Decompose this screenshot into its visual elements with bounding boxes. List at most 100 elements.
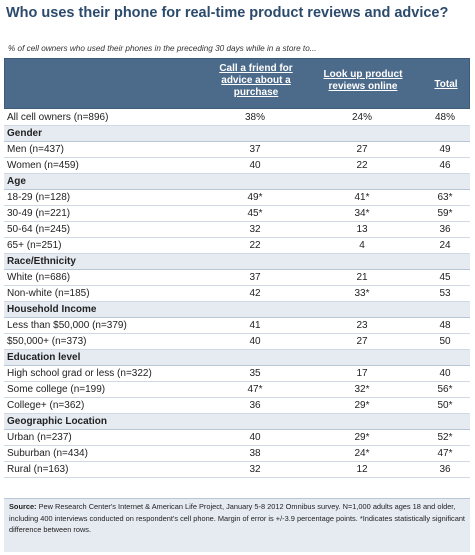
table-row: $50,000+ (n=373) 40 27 50 (4, 334, 470, 350)
cell-look-up-reviews: 4 (359, 240, 365, 251)
table-body: All cell owners (n=896) 38% 24% 48% Gender Me… (4, 110, 470, 478)
row-label: All cell owners (n=896) (7, 112, 109, 123)
cell-total: 52* (437, 432, 453, 443)
section-header-row: Age (4, 174, 470, 190)
cell-look-up-reviews: 22 (356, 160, 368, 171)
source-text: Pew Research Center's Internet & America… (9, 502, 465, 534)
table-row: Rural (n=163) 32 12 36 (4, 462, 470, 478)
row-label: 30-49 (n=221) (7, 208, 71, 219)
cell-call-friend: 47* (247, 384, 263, 395)
row-label: Rural (n=163) (7, 464, 69, 475)
cell-look-up-reviews: 29* (354, 400, 370, 411)
cell-look-up-reviews: 24% (351, 112, 372, 123)
section-label: Education level (7, 352, 81, 363)
page-title: Who uses their phone for real-time produ… (6, 5, 449, 21)
cell-total: 36 (439, 224, 451, 235)
cell-total: 49 (439, 144, 451, 155)
cell-total: 45 (439, 272, 451, 283)
cell-look-up-reviews: 23 (356, 320, 368, 331)
cell-look-up-reviews: 33* (354, 288, 370, 299)
source-note: Source: Pew Research Center's Internet &… (4, 498, 470, 552)
cell-look-up-reviews: 21 (356, 272, 368, 283)
header-call-friend: Call a friend for advice about a purchas… (219, 63, 293, 98)
cell-call-friend: 35 (249, 368, 261, 379)
table-row: White (n=686) 37 21 45 (4, 270, 470, 286)
table-subtitle: % of cell owners who used their phones i… (8, 44, 317, 53)
cell-call-friend: 37 (249, 272, 261, 283)
row-label: Urban (n=237) (7, 432, 72, 443)
cell-total: 24 (439, 240, 451, 251)
table-row: Women (n=459) 40 22 46 (4, 158, 470, 174)
cell-look-up-reviews: 13 (356, 224, 368, 235)
row-label: White (n=686) (7, 272, 71, 283)
cell-total: 50* (437, 400, 453, 411)
table-row: 18-29 (n=128) 49* 41* 63* (4, 190, 470, 206)
cell-look-up-reviews: 32* (354, 384, 370, 395)
table-row: Urban (n=237) 40 29* 52* (4, 430, 470, 446)
table-row: 50-64 (n=245) 32 13 36 (4, 222, 470, 238)
row-label: Men (n=437) (7, 144, 64, 155)
cell-total: 56* (437, 384, 453, 395)
table-row: Some college (n=199) 47* 32* 56* (4, 382, 470, 398)
section-header-row: Household Income (4, 302, 470, 318)
cell-call-friend: 49* (247, 192, 263, 203)
cell-call-friend: 42 (249, 288, 261, 299)
header-total: Total (434, 79, 458, 90)
cell-call-friend: 32 (249, 224, 261, 235)
table-row: High school grad or less (n=322) 35 17 40 (4, 366, 470, 382)
section-label: Gender (7, 128, 43, 139)
cell-call-friend: 40 (249, 160, 261, 171)
cell-call-friend: 40 (249, 432, 261, 443)
cell-look-up-reviews: 17 (356, 368, 368, 379)
cell-total: 59* (437, 208, 453, 219)
section-label: Race/Ethnicity (7, 256, 76, 267)
cell-call-friend: 38% (244, 112, 265, 123)
table-row: All cell owners (n=896) 38% 24% 48% (4, 110, 470, 126)
cell-call-friend: 38 (249, 448, 261, 459)
cell-total: 36 (439, 464, 451, 475)
table-row: Suburban (n=434) 38 24* 47* (4, 446, 470, 462)
table-row: Non-white (n=185) 42 33* 53 (4, 286, 470, 302)
table-row: 65+ (n=251) 22 4 24 (4, 238, 470, 254)
row-label: Some college (n=199) (7, 384, 106, 395)
section-label: Geographic Location (7, 416, 108, 427)
row-label: High school grad or less (n=322) (7, 368, 152, 379)
row-label: $50,000+ (n=373) (7, 336, 87, 347)
row-label: 50-64 (n=245) (7, 224, 71, 235)
section-header-row: Geographic Location (4, 414, 470, 430)
row-label: College+ (n=362) (7, 400, 85, 411)
cell-call-friend: 41 (249, 320, 261, 331)
cell-call-friend: 32 (249, 464, 261, 475)
row-label: 65+ (n=251) (7, 240, 62, 251)
table-row: 30-49 (n=221) 45* 34* 59* (4, 206, 470, 222)
cell-call-friend: 40 (249, 336, 261, 347)
source-label: Source: (9, 502, 37, 511)
cell-call-friend: 37 (249, 144, 261, 155)
cell-total: 50 (439, 336, 451, 347)
cell-total: 40 (439, 368, 451, 379)
cell-call-friend: 22 (249, 240, 261, 251)
cell-look-up-reviews: 34* (354, 208, 370, 219)
row-label: Less than $50,000 (n=379) (7, 320, 127, 331)
row-label: Suburban (n=434) (7, 448, 88, 459)
row-label: Non-white (n=185) (7, 288, 90, 299)
row-label: Women (n=459) (7, 160, 79, 171)
section-header-row: Education level (4, 350, 470, 366)
table-row: College+ (n=362) 36 29* 50* (4, 398, 470, 414)
section-header-row: Gender (4, 126, 470, 142)
section-label: Household Income (7, 304, 97, 315)
cell-total: 53 (439, 288, 451, 299)
table-row: Men (n=437) 37 27 49 (4, 142, 470, 158)
cell-total: 46 (439, 160, 451, 171)
cell-look-up-reviews: 24* (354, 448, 370, 459)
row-label: 18-29 (n=128) (7, 192, 71, 203)
header-look-up-reviews: Look up product reviews online (323, 69, 403, 92)
section-label: Age (7, 176, 26, 187)
cell-total: 63* (437, 192, 453, 203)
cell-look-up-reviews: 27 (356, 144, 368, 155)
cell-look-up-reviews: 27 (356, 336, 368, 347)
cell-total: 48 (439, 320, 451, 331)
cell-total: 48% (434, 112, 455, 123)
cell-look-up-reviews: 29* (354, 432, 370, 443)
